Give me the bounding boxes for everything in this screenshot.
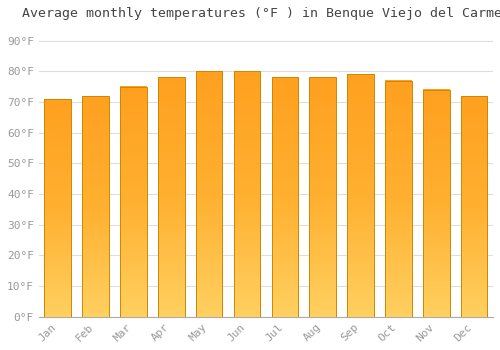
Bar [120, 87, 146, 317]
Bar [82, 96, 109, 317]
Bar [423, 90, 450, 317]
Bar [385, 80, 411, 317]
Bar [44, 99, 71, 317]
Bar [310, 77, 336, 317]
Bar [461, 96, 487, 317]
Title: Average monthly temperatures (°F ) in Benque Viejo del Carmen: Average monthly temperatures (°F ) in Be… [22, 7, 500, 20]
Bar [158, 77, 184, 317]
Bar [272, 77, 298, 317]
Bar [234, 71, 260, 317]
Bar [348, 75, 374, 317]
Bar [196, 71, 222, 317]
